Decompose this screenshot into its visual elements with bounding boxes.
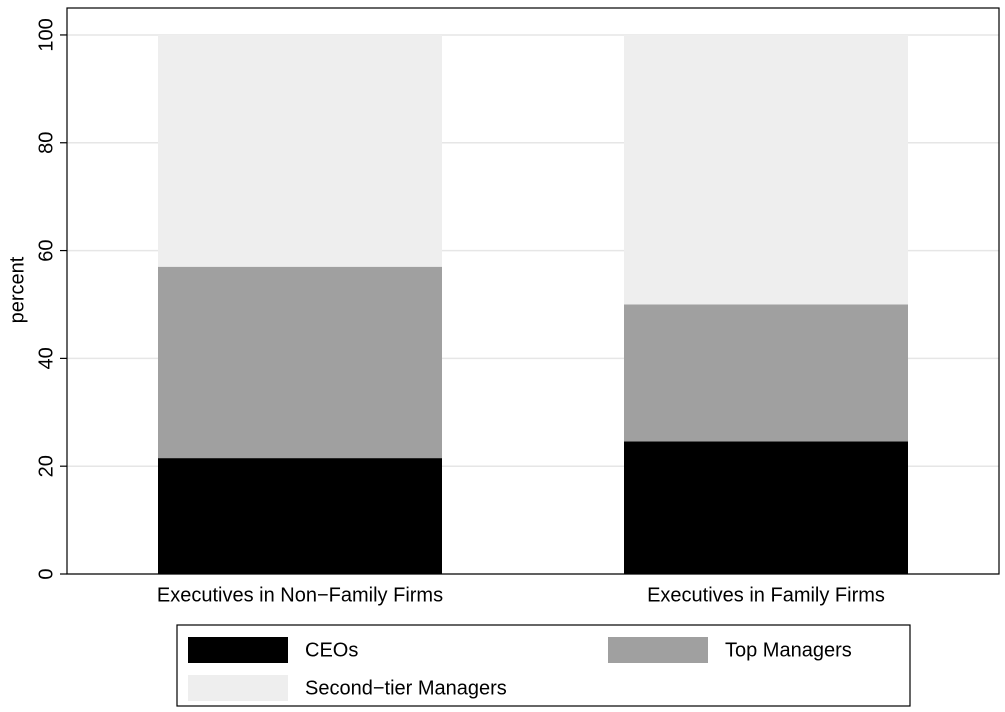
legend-label: CEOs [305,639,358,661]
legend-label: Second−tier Managers [305,677,507,699]
bar-segment [624,34,908,305]
x-tick-label: Executives in Family Firms [647,584,885,606]
y-tick-label: 100 [35,18,57,51]
legend-swatch [188,637,288,663]
y-axis-label: percent [6,256,28,323]
bar-segment [624,441,908,574]
legend-label: Top Managers [725,639,852,661]
bar-segment [158,266,442,459]
plot-frame [66,7,1000,575]
y-tick-label: 0 [35,568,57,579]
y-tick-label: 80 [35,132,57,154]
legend-swatch [608,637,708,663]
x-tick-label: Executives in Non−Family Firms [157,584,443,606]
bar-segment [158,34,442,267]
bar-segment [624,304,908,442]
y-tick-label: 60 [35,239,57,261]
y-tick-label: 40 [35,347,57,369]
legend-box [176,624,911,707]
bar-segment [158,458,442,574]
y-tick-label: 20 [35,455,57,477]
legend-swatch [188,675,288,701]
